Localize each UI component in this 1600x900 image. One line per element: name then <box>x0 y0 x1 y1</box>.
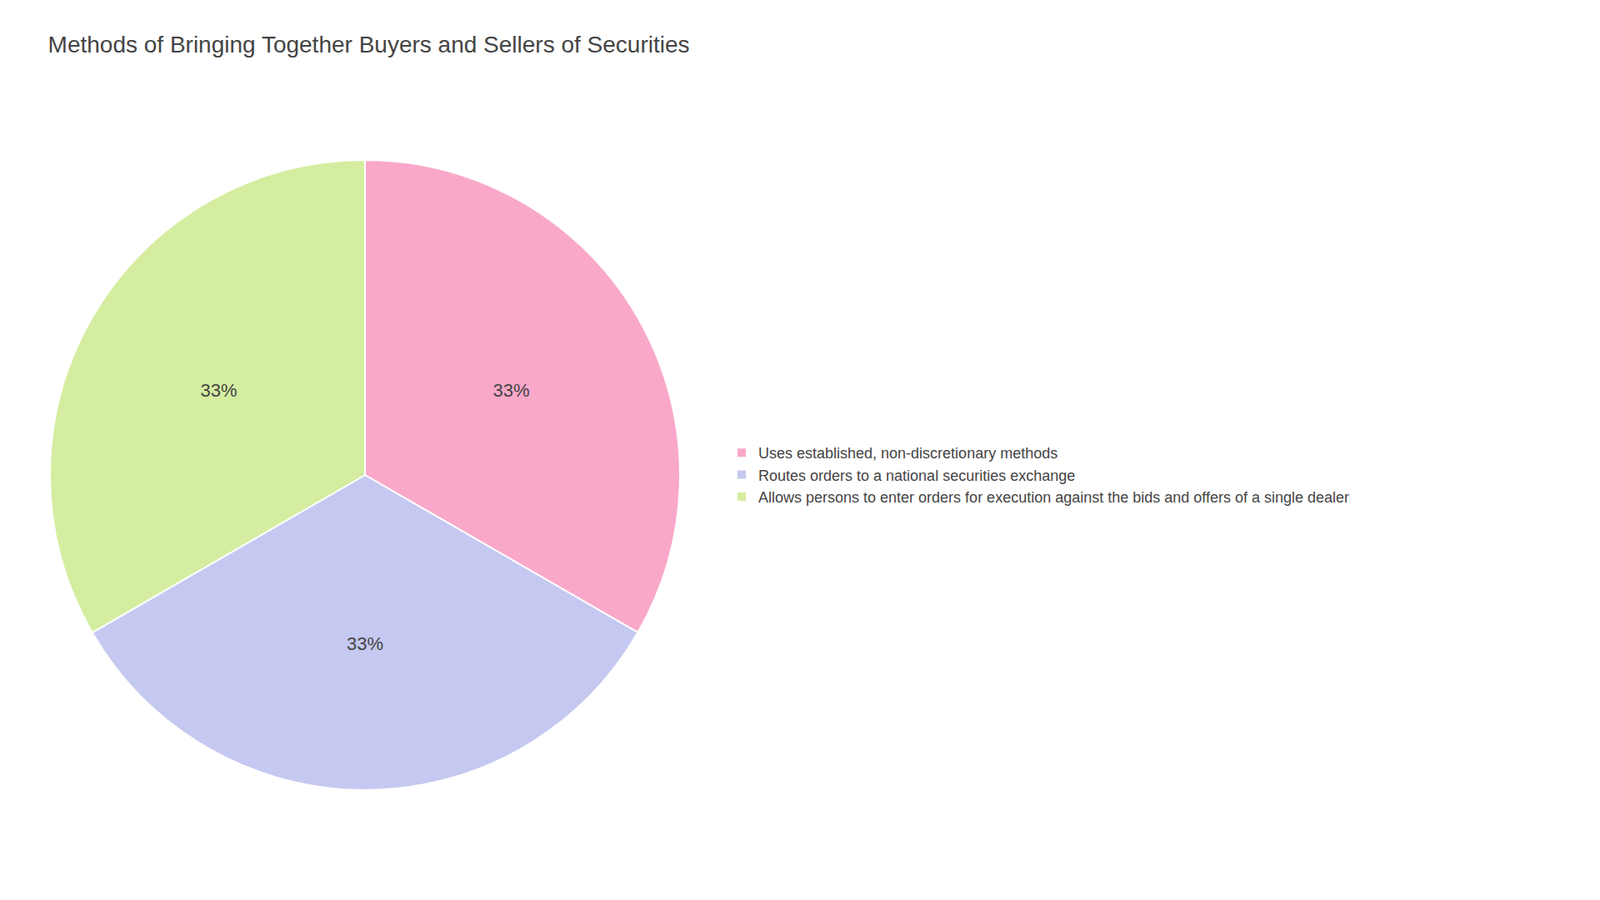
svg-text:Methods of Bringing Together B: Methods of Bringing Together Buyers and … <box>48 31 690 58</box>
svg-text:33%: 33% <box>200 380 238 401</box>
svg-text:33%: 33% <box>492 380 530 401</box>
svg-text:33%: 33% <box>346 633 384 655</box>
svg-text:Allows persons to enter orders: Allows persons to enter orders for execu… <box>758 489 1350 506</box>
svg-text:Routes orders to a national se: Routes orders to a national securities e… <box>758 467 1075 485</box>
svg-text:Uses established, non-discreti: Uses established, non-discretionary meth… <box>758 445 1058 462</box>
